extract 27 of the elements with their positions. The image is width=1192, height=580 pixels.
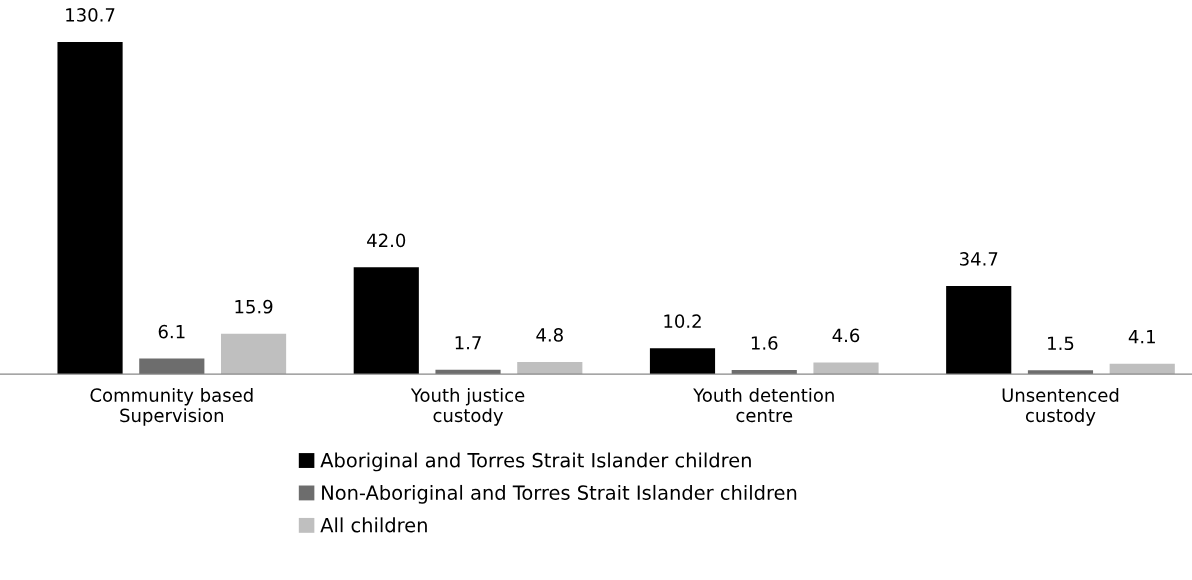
bar (353, 267, 419, 375)
x-tick-label: Community based Supervision (90, 387, 253, 426)
data-label: 15.9 (235, 299, 273, 314)
bar (813, 362, 879, 375)
data-label: 4.8 (536, 328, 563, 342)
data-label: 4.6 (832, 328, 860, 343)
bar (57, 41, 123, 375)
bar (517, 361, 583, 375)
x-tick-label: Unsentenced custody (1002, 387, 1119, 426)
data-label: 34.7 (960, 252, 998, 266)
bar (946, 285, 1012, 375)
data-label: 10.2 (664, 314, 701, 329)
x-tick-label: Youth detention centre (693, 387, 834, 423)
legend-label: All children (320, 517, 427, 533)
data-label: 1.5 (1048, 336, 1074, 351)
bar (220, 333, 287, 375)
legend-label: Aboriginal and Torres Strait Islander children (320, 452, 751, 472)
data-label: 1.6 (751, 336, 778, 350)
x-tick-label: Youth justice custody (410, 387, 525, 426)
bar (649, 348, 716, 375)
data-label: 6.1 (158, 324, 185, 339)
data-label: 130.7 (66, 8, 115, 22)
legend-label: Non-Aboriginal and Torres Strait Islander children (322, 484, 797, 504)
data-label: 4.1 (1128, 330, 1155, 344)
bar (139, 358, 205, 375)
data-label: 42.0 (367, 233, 406, 248)
data-label: 1.7 (455, 336, 481, 350)
